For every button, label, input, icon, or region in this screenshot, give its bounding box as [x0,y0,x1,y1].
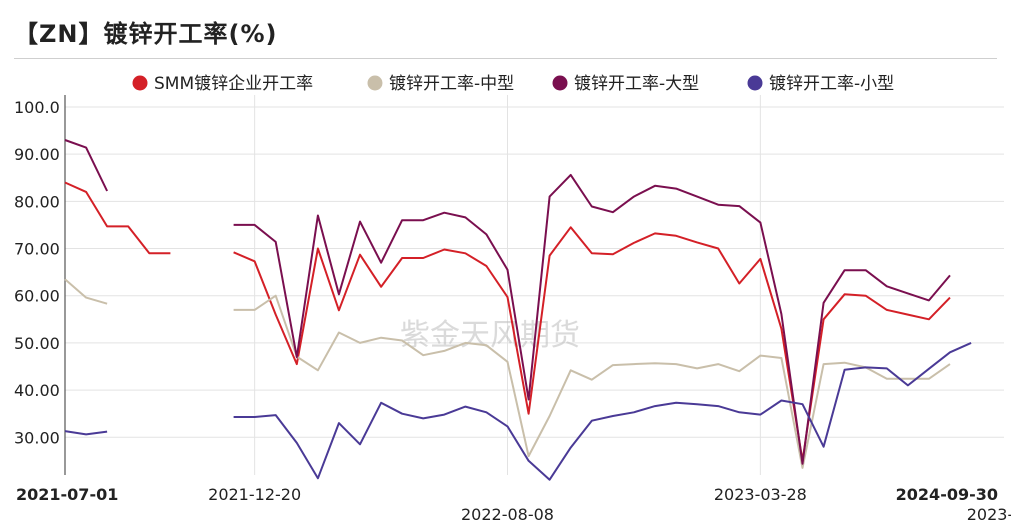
y-tick-label: 60.00 [14,287,60,306]
series-line-1-seg-1 [233,294,951,469]
y-tick-label: 30.00 [14,428,60,447]
series-line-3-seg-0 [64,430,108,436]
y-tick-label: 50.00 [14,334,60,353]
series-line-2-seg-1 [233,173,951,465]
legend-marker-0 [132,75,148,91]
x-axis: 2021-07-01 2021-12-20 2022-08-08 2023-03-28… [16,485,1011,524]
page-title: 【ZN】镀锌开工率(%) [14,20,278,48]
x-tick-label: 2021-12-20 [208,485,301,504]
y-tick-label: 40.00 [14,381,60,400]
series-line-0-seg-1 [233,226,951,462]
legend-label-1: 镀锌开工率-中型 [389,74,514,94]
grid [64,95,1004,475]
title-divider [14,58,997,59]
legend-label-2: 镀锌开工率-大型 [574,74,699,94]
y-tick-label: 80.00 [14,192,60,211]
x-tick-label: 2023-03-28 [714,485,807,504]
legend: SMM镀锌企业开工率 镀锌开工率-中型 镀锌开工率-大型 镀锌开工率-小型 [132,74,894,94]
series-lines [64,139,972,481]
series-line-0-seg-0 [64,181,171,255]
series-line-3-seg-1 [233,341,972,481]
legend-marker-2 [552,75,568,91]
y-tick-label: 90.00 [14,145,60,164]
legend-label-0: SMM镀锌企业开工率 [154,74,313,94]
y-tick-label: 100.0 [14,98,60,117]
legend-marker-1 [367,75,383,91]
series-line-1-seg-0 [64,278,108,305]
x-tick-label: 2023-11-14 [967,505,1011,524]
legend-label-3: 镀锌开工率-小型 [769,74,894,94]
legend-marker-3 [747,75,763,91]
y-axis: 100.0 90.00 80.00 70.00 60.00 50.00 40.00 30.00 [14,98,60,447]
y-tick-label: 70.00 [14,240,60,259]
series-line-2-seg-0 [64,139,109,192]
x-tick-label: 2021-07-01 [16,485,118,504]
x-tick-label: 2024-09-30 [896,485,998,504]
x-tick-label: 2022-08-08 [461,505,554,524]
